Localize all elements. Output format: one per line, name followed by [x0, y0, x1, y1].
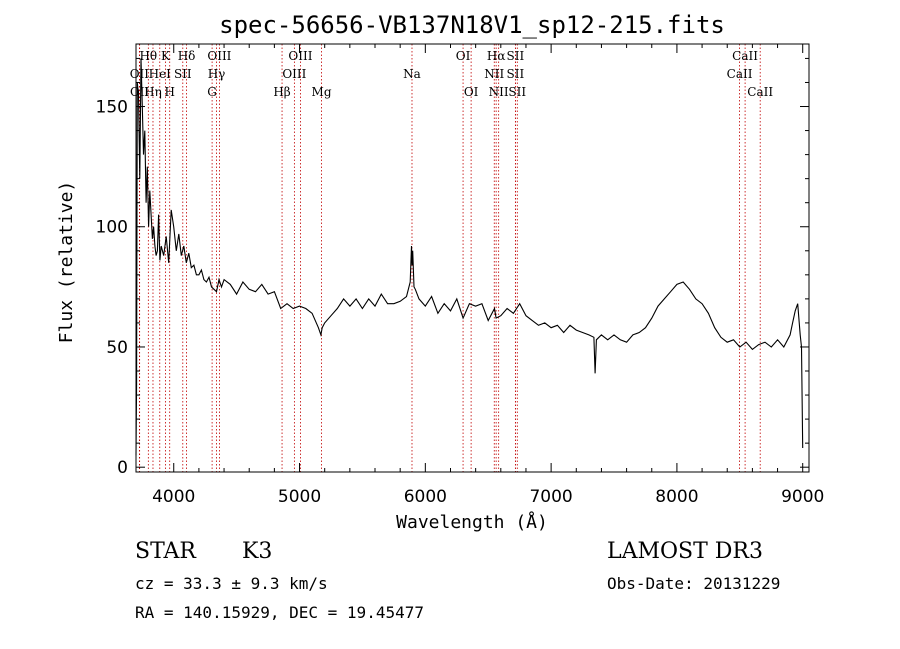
- marker-label-3: Hη: [144, 85, 162, 99]
- marker-label-22: SII: [507, 49, 525, 63]
- marker-label-10: Hγ: [208, 67, 226, 81]
- marker-label-21: NII: [489, 85, 509, 99]
- emission-line-labels: OIIOIIHθHηHeIKHSIIHδGHγOIIIHβOIIIOIIIMgN…: [130, 49, 774, 99]
- spectrum-line: [135, 58, 804, 456]
- marker-label-26: CaII: [732, 49, 758, 63]
- marker-label-15: Mg: [312, 85, 332, 99]
- marker-label-24: SII: [508, 85, 526, 99]
- emission-line-markers: [138, 44, 761, 472]
- object-class: STAR: [135, 539, 196, 564]
- x-axis-label: Wavelength (Å): [396, 511, 548, 533]
- marker-label-7: SII: [174, 67, 192, 81]
- marker-label-23: SII: [507, 67, 525, 81]
- marker-label-9: G: [207, 85, 217, 99]
- y-axis-ticks: 0 50 100 150: [96, 57, 809, 478]
- y-tick-label-150: 150: [96, 98, 128, 118]
- marker-label-14: OIII: [288, 49, 312, 63]
- marker-label-17: OI: [456, 49, 471, 63]
- x-tick-label-9000: 9000: [781, 487, 824, 507]
- y-axis-label: Flux (relative): [56, 181, 77, 344]
- marker-label-8: Hδ: [178, 49, 196, 63]
- coordinates: RA = 140.15929, DEC = 19.45477: [135, 603, 424, 622]
- plot-frame: [135, 43, 810, 473]
- marker-label-27: CaII: [747, 85, 773, 99]
- x-tick-label-8000: 8000: [655, 487, 698, 507]
- marker-label-20: Hα: [487, 49, 506, 63]
- marker-label-2: Hθ: [139, 49, 157, 63]
- survey-name: LAMOST DR3: [607, 539, 763, 564]
- redshift-value: cz = 33.3 ± 9.3 km/s: [135, 574, 328, 593]
- marker-label-11: OIII: [207, 49, 231, 63]
- x-tick-label-4000: 4000: [152, 487, 195, 507]
- y-tick-label-100: 100: [96, 218, 128, 238]
- marker-label-25: CaII: [727, 67, 753, 81]
- marker-label-16: Na: [403, 67, 421, 81]
- marker-label-1: OII: [130, 85, 150, 99]
- y-tick-label-50: 50: [106, 338, 128, 358]
- chart-title: spec-56656-VB137N18V1_sp12-215.fits: [219, 11, 725, 39]
- object-subclass: K3: [242, 539, 273, 564]
- x-tick-label-5000: 5000: [278, 487, 321, 507]
- marker-label-5: K: [161, 49, 171, 63]
- observation-date: Obs-Date: 20131229: [607, 574, 781, 593]
- marker-label-13: OIII: [282, 67, 306, 81]
- x-tick-label-7000: 7000: [529, 487, 572, 507]
- marker-label-0: OII: [130, 67, 150, 81]
- marker-label-12: Hβ: [273, 85, 290, 99]
- y-tick-label-0: 0: [117, 458, 128, 478]
- x-tick-label-6000: 6000: [404, 487, 447, 507]
- marker-label-19: NII: [484, 67, 504, 81]
- marker-label-18: OI: [464, 85, 479, 99]
- x-axis-ticks: 4000 5000 6000 7000 8000 9000: [152, 44, 824, 507]
- marker-label-4: HeI: [149, 67, 172, 81]
- marker-label-6: H: [164, 85, 174, 99]
